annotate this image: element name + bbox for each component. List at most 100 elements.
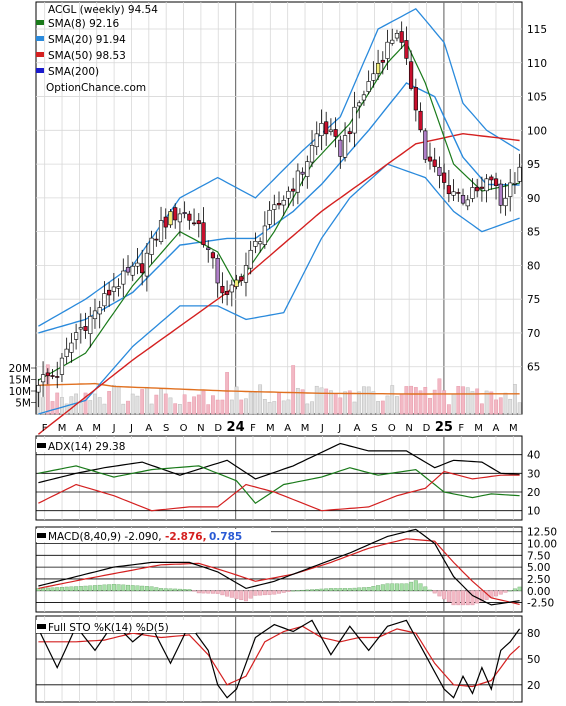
x-tick-label: M bbox=[509, 423, 518, 434]
x-tick-label: A bbox=[76, 423, 83, 434]
volume-bar bbox=[451, 393, 456, 415]
volume-bar bbox=[371, 391, 376, 415]
macd-histogram-bar bbox=[239, 590, 244, 601]
macd-histogram-bar bbox=[215, 590, 220, 594]
volume-bar bbox=[102, 403, 107, 415]
volume-bar bbox=[513, 384, 517, 415]
source-label: OptionChance.com bbox=[46, 82, 146, 94]
candle-body bbox=[446, 185, 451, 195]
volume-bar bbox=[272, 401, 277, 415]
candle-body bbox=[371, 73, 376, 81]
macd-tick-label: -2.50 bbox=[527, 598, 554, 610]
volume-bar bbox=[310, 401, 314, 415]
macd-histogram-bar bbox=[36, 588, 41, 591]
macd-histogram-bar bbox=[517, 586, 522, 591]
volume-bar bbox=[484, 390, 489, 415]
legend-label-sma20: SMA(20) 91.94 bbox=[48, 34, 126, 46]
x-tick-label: A bbox=[354, 423, 361, 434]
macd-histogram-bar bbox=[229, 590, 234, 598]
candle-body bbox=[163, 216, 168, 228]
volume-bar bbox=[55, 392, 60, 415]
macd-histogram-bar bbox=[45, 587, 50, 591]
candle-body bbox=[342, 135, 348, 158]
volume-bar bbox=[253, 392, 258, 415]
volume-bar bbox=[395, 396, 399, 415]
x-tick-label: D bbox=[214, 423, 222, 434]
volume-bar bbox=[413, 387, 418, 415]
macd-histogram-bar bbox=[41, 587, 46, 591]
volume-bar bbox=[220, 399, 225, 415]
macd-histogram-bar bbox=[253, 590, 258, 596]
minus-di-line bbox=[38, 470, 520, 512]
volume-bar bbox=[111, 385, 116, 415]
macd-histogram-bar bbox=[498, 590, 503, 595]
macd-histogram-bar bbox=[319, 588, 324, 591]
adx-tick-label: 30 bbox=[527, 468, 540, 480]
macd-histogram-bar bbox=[291, 590, 296, 592]
candle-body bbox=[295, 170, 300, 193]
adx-tick-label: 40 bbox=[527, 450, 540, 462]
candle-body bbox=[394, 32, 400, 39]
volume-bar bbox=[234, 386, 239, 415]
macd-histogram-bar bbox=[210, 590, 215, 594]
macd-histogram-bar bbox=[59, 587, 64, 591]
volume-bar bbox=[107, 391, 112, 415]
candle-body bbox=[517, 166, 522, 182]
x-tick-label: N bbox=[197, 423, 204, 434]
candle-body bbox=[493, 178, 499, 186]
volume-bar bbox=[286, 399, 291, 415]
macd-histogram-bar bbox=[173, 588, 178, 591]
candle-body bbox=[135, 262, 140, 267]
volume-bar bbox=[97, 397, 102, 415]
price-tick-label: 105 bbox=[527, 92, 547, 104]
volume-bar bbox=[121, 403, 126, 415]
x-tick-label: D bbox=[423, 423, 431, 434]
macd-hist-value: 0.785 bbox=[209, 531, 242, 543]
candle-body bbox=[404, 40, 409, 59]
price-tick-label: 70 bbox=[527, 328, 540, 340]
volume-bar bbox=[78, 402, 83, 415]
x-tick-label: A bbox=[145, 423, 152, 434]
candle-body bbox=[328, 129, 333, 132]
macd-histogram-bar bbox=[409, 581, 414, 591]
macd-histogram-bar bbox=[437, 590, 442, 597]
price-tick-label: 80 bbox=[527, 260, 540, 272]
candle-body bbox=[229, 284, 234, 293]
axis-labels: F M A M J J A S O N D 24 F M A M J J A S O N D 25 F M A M6570758085… bbox=[9, 24, 557, 692]
volume-bar bbox=[267, 402, 272, 415]
macd-histogram-bar bbox=[442, 590, 447, 600]
candle-body bbox=[92, 310, 98, 320]
macd-histogram-bar bbox=[300, 589, 305, 591]
macd-histogram-bar bbox=[182, 589, 187, 591]
macd-histogram-bar bbox=[461, 590, 466, 606]
macd-histogram-bar bbox=[144, 586, 149, 591]
x-tick-label: M bbox=[474, 423, 483, 434]
candle-body bbox=[432, 159, 437, 167]
macd-histogram-bar bbox=[371, 586, 376, 591]
volume-bar bbox=[93, 393, 97, 415]
volume-bar bbox=[446, 404, 451, 415]
volume-bar bbox=[45, 364, 50, 415]
x-tick-label: M bbox=[58, 423, 67, 434]
candle-body bbox=[220, 285, 225, 294]
candle-body bbox=[225, 290, 230, 295]
candle-body bbox=[59, 357, 65, 375]
candle-body bbox=[107, 289, 112, 296]
volume-bar bbox=[437, 378, 442, 415]
candle-body bbox=[442, 172, 447, 183]
legend-label-sma50: SMA(50) 98.53 bbox=[48, 50, 126, 62]
macd-histogram-bar bbox=[352, 587, 357, 591]
candle-body bbox=[258, 241, 263, 245]
x-tick-label: J bbox=[320, 423, 324, 434]
macd-signal-value: -2.876, bbox=[165, 531, 207, 543]
macd-histogram-bar bbox=[503, 590, 508, 593]
macd-histogram-bar bbox=[248, 590, 253, 599]
macd-histogram-bar bbox=[74, 586, 79, 591]
volume-bar bbox=[376, 401, 380, 415]
volume-bar bbox=[135, 395, 140, 415]
legend-sma50: SMA(50) 98.53 bbox=[36, 50, 126, 62]
candle-body bbox=[309, 145, 315, 163]
sto-legend-swatch bbox=[37, 624, 46, 629]
volume-bar bbox=[173, 403, 178, 415]
candle-body bbox=[399, 31, 404, 43]
